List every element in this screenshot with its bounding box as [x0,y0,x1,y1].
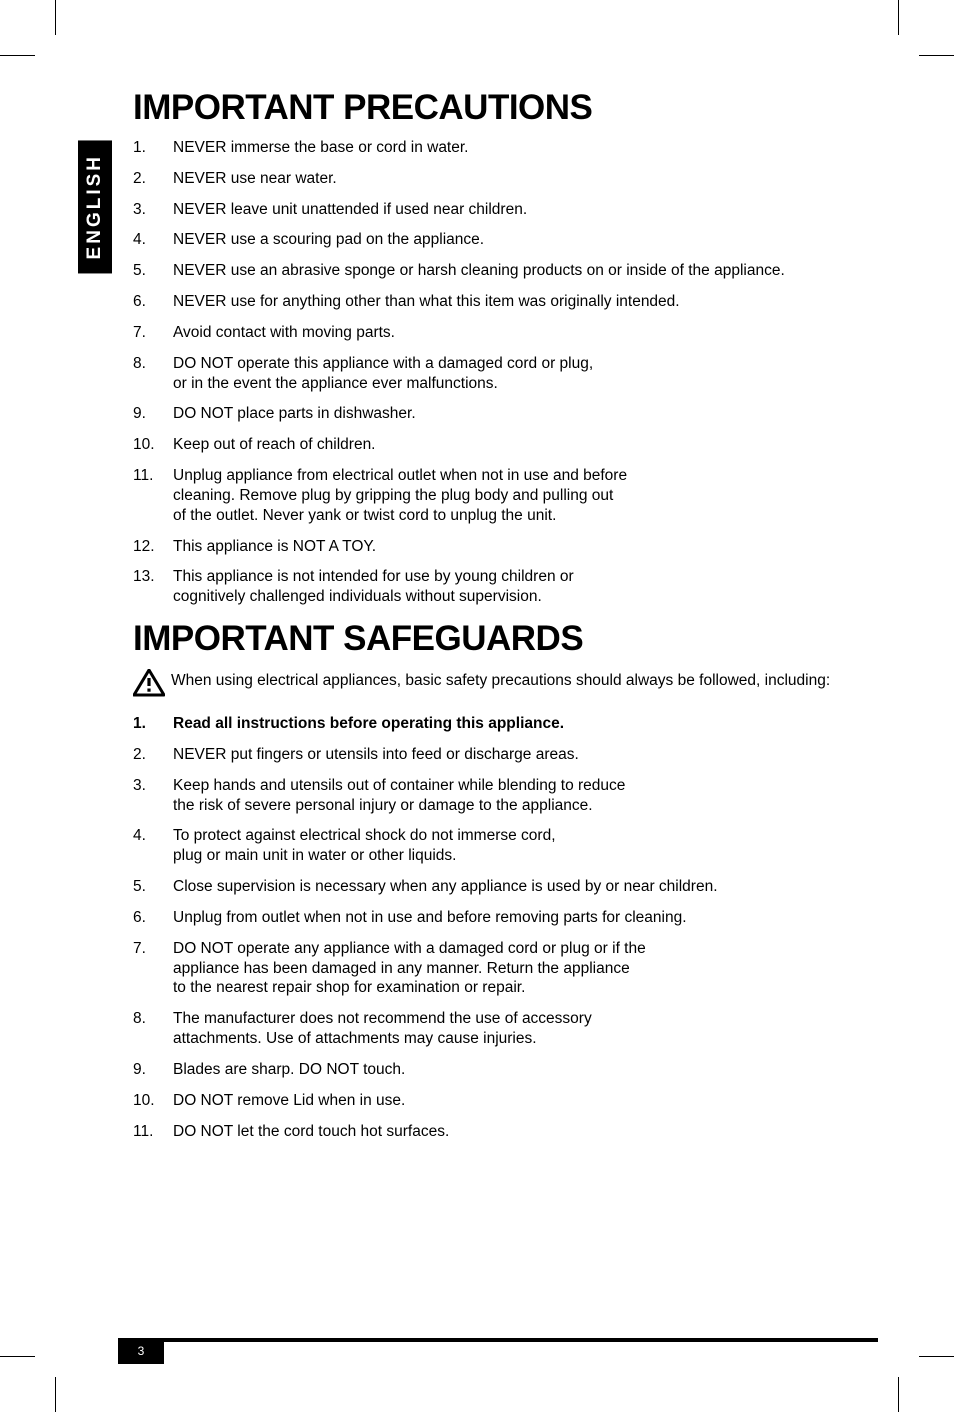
language-tab: ENGLISH [78,140,112,273]
list-item: 11.Unplug appliance from electrical outl… [133,466,893,525]
list-item-text: Avoid contact with moving parts. [173,323,893,343]
list-item: 9.Blades are sharp. DO NOT touch. [133,1060,893,1080]
crop-mark [55,1377,56,1412]
list-item-text: DO NOT operate this appliance with a dam… [173,354,893,394]
list-item: 7.Avoid contact with moving parts. [133,323,893,343]
list-item-text: Close supervision is necessary when any … [173,877,893,897]
list-item-text: NEVER put fingers or utensils into feed … [173,745,893,765]
crop-mark [898,0,899,35]
footer-rule [118,1338,878,1342]
list-item-text: NEVER use near water. [173,169,893,189]
list-item-number: 10. [133,1091,173,1111]
list-item: 1.Read all instructions before operating… [133,714,893,734]
list-item: 2.NEVER use near water. [133,169,893,189]
list-item-number: 6. [133,908,173,928]
list-item-text: Keep hands and utensils out of container… [173,776,893,816]
warning-text: When using electrical appliances, basic … [171,669,830,691]
heading-safeguards: IMPORTANT SAFEGUARDS [133,619,893,659]
list-item-text: DO NOT remove Lid when in use. [173,1091,893,1111]
list-item-number: 7. [133,939,173,998]
list-item: 12.This appliance is NOT A TOY. [133,537,893,557]
list-item-number: 12. [133,537,173,557]
list-item: 6.Unplug from outlet when not in use and… [133,908,893,928]
list-item-number: 4. [133,230,173,250]
warning-icon [133,669,171,702]
list-item-text: NEVER use a scouring pad on the applianc… [173,230,893,250]
list-item-text: The manufacturer does not recommend the … [173,1009,893,1049]
list-item-number: 5. [133,261,173,281]
list-item: 9.DO NOT place parts in dishwasher. [133,404,893,424]
list-item-number: 2. [133,169,173,189]
list-item-number: 11. [133,1122,173,1142]
list-item-text: This appliance is NOT A TOY. [173,537,893,557]
list-item-number: 3. [133,200,173,220]
list-item-text: NEVER use an abrasive sponge or harsh cl… [173,261,893,281]
list-item: 3.Keep hands and utensils out of contain… [133,776,893,816]
list-item: 2.NEVER put fingers or utensils into fee… [133,745,893,765]
heading-precautions: IMPORTANT PRECAUTIONS [133,88,893,128]
list-item-number: 11. [133,466,173,525]
warning-row: When using electrical appliances, basic … [133,669,893,702]
crop-mark [55,0,56,35]
list-item-text: NEVER immerse the base or cord in water. [173,138,893,158]
list-item: 11.DO NOT let the cord touch hot surface… [133,1122,893,1142]
list-item-text: To protect against electrical shock do n… [173,826,893,866]
list-item: 5.NEVER use an abrasive sponge or harsh … [133,261,893,281]
page-number-badge: 3 [118,1338,164,1364]
list-item-text: This appliance is not intended for use b… [173,567,893,607]
list-item-number: 4. [133,826,173,866]
page-content: IMPORTANT PRECAUTIONS 1.NEVER immerse th… [133,88,893,1152]
list-item-number: 10. [133,435,173,455]
list-item-text: Blades are sharp. DO NOT touch. [173,1060,893,1080]
list-item-text: Read all instructions before operating t… [173,714,893,734]
list-item-number: 8. [133,354,173,394]
page-footer: 3 [118,1338,878,1342]
list-item-number: 9. [133,404,173,424]
list-item-number: 1. [133,714,173,734]
crop-mark [919,1356,954,1357]
list-item: 3.NEVER leave unit unattended if used ne… [133,200,893,220]
list-item-text: NEVER leave unit unattended if used near… [173,200,893,220]
list-item-text: Keep out of reach of children. [173,435,893,455]
list-item-text: DO NOT let the cord touch hot surfaces. [173,1122,893,1142]
list-item-number: 1. [133,138,173,158]
list-item: 4.NEVER use a scouring pad on the applia… [133,230,893,250]
list-item: 8.DO NOT operate this appliance with a d… [133,354,893,394]
list-item-number: 5. [133,877,173,897]
list-item-number: 7. [133,323,173,343]
list-item: 6.NEVER use for anything other than what… [133,292,893,312]
list-item-text: Unplug from outlet when not in use and b… [173,908,893,928]
list-item-text: DO NOT place parts in dishwasher. [173,404,893,424]
list-item: 5.Close supervision is necessary when an… [133,877,893,897]
list-item: 10.Keep out of reach of children. [133,435,893,455]
list-item-text: NEVER use for anything other than what t… [173,292,893,312]
list-item: 8.The manufacturer does not recommend th… [133,1009,893,1049]
safeguards-list: 1.Read all instructions before operating… [133,714,893,1141]
list-item: 13.This appliance is not intended for us… [133,567,893,607]
list-item: 4.To protect against electrical shock do… [133,826,893,866]
crop-mark [919,55,954,56]
crop-mark [898,1377,899,1412]
crop-mark [0,55,35,56]
list-item-number: 6. [133,292,173,312]
crop-mark [0,1356,35,1357]
list-item: 7.DO NOT operate any appliance with a da… [133,939,893,998]
precautions-list: 1.NEVER immerse the base or cord in wate… [133,138,893,607]
list-item-number: 8. [133,1009,173,1049]
list-item: 1.NEVER immerse the base or cord in wate… [133,138,893,158]
list-item-text: DO NOT operate any appliance with a dama… [173,939,893,998]
document-page: ENGLISH IMPORTANT PRECAUTIONS 1.NEVER im… [0,0,954,1412]
list-item-text: Unplug appliance from electrical outlet … [173,466,893,525]
list-item: 10.DO NOT remove Lid when in use. [133,1091,893,1111]
list-item-number: 13. [133,567,173,607]
list-item-number: 2. [133,745,173,765]
list-item-number: 9. [133,1060,173,1080]
list-item-number: 3. [133,776,173,816]
